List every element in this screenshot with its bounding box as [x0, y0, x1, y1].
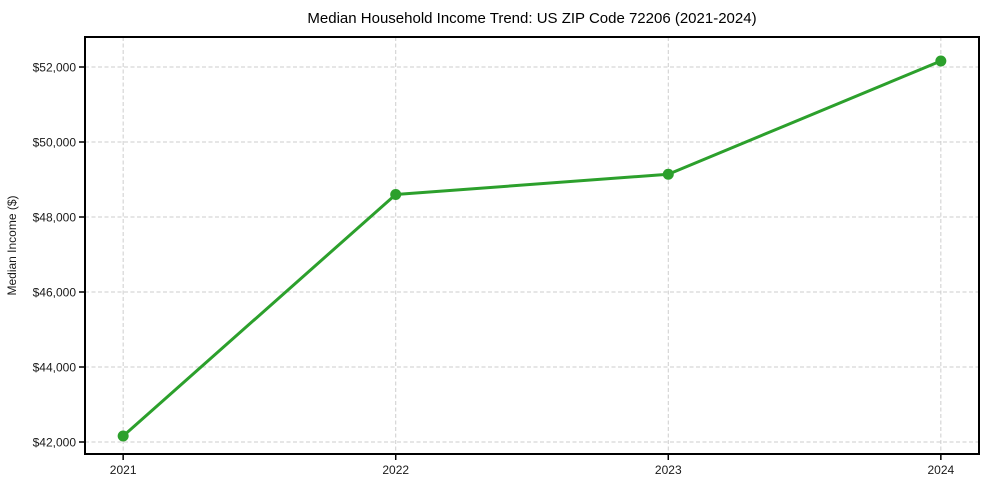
data-point — [662, 168, 674, 180]
tick-layer — [79, 66, 942, 460]
grid-layer — [85, 37, 979, 454]
x-tick-label: 2023 — [655, 463, 682, 477]
x-tick-label: 2021 — [110, 463, 137, 477]
y-tick-label: $42,000 — [33, 436, 77, 450]
data-line — [121, 59, 943, 438]
y-tick-label: $48,000 — [33, 211, 77, 225]
data-point — [935, 55, 947, 67]
x-tick-label: 2022 — [382, 463, 409, 477]
data-point — [390, 189, 402, 200]
y-tick-label: $52,000 — [33, 61, 77, 75]
y-tick-label: $50,000 — [33, 136, 77, 150]
y-tick-label: $46,000 — [33, 286, 77, 300]
series-layer — [117, 55, 947, 442]
tick-label-layer: $42,000 $44,000 $46,000 $48,000 $50,000 $52,0… — [33, 61, 955, 478]
x-tick-label: 2024 — [927, 463, 954, 477]
y-tick-label: $44,000 — [33, 361, 77, 375]
data-point — [117, 430, 129, 442]
plot-border — [84, 36, 980, 455]
y-axis-label: Median Income ($) — [5, 195, 19, 295]
chart-title: Median Household Income Trend: US ZIP Co… — [307, 10, 756, 27]
